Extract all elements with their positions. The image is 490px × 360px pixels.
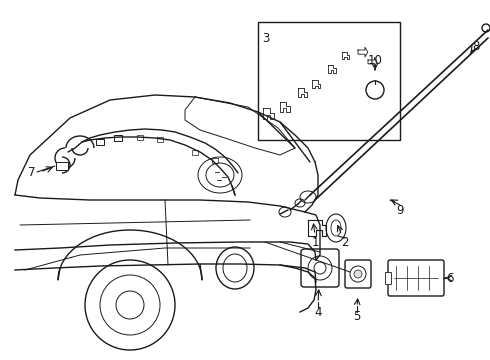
Text: 1: 1 [311, 235, 319, 248]
Text: 2: 2 [341, 235, 349, 248]
Bar [157, 137, 163, 142]
Text: 9: 9 [396, 203, 404, 216]
Circle shape [366, 81, 384, 99]
Text: 7: 7 [27, 166, 35, 179]
FancyBboxPatch shape [388, 260, 444, 296]
Text: 10: 10 [368, 54, 382, 67]
Bar [258, 22, 400, 140]
Bar [96, 139, 104, 145]
FancyBboxPatch shape [301, 249, 339, 287]
Text: 6: 6 [446, 271, 454, 284]
Bar [56, 162, 68, 170]
Bar [114, 135, 122, 141]
Circle shape [482, 24, 490, 32]
Bar [212, 158, 218, 163]
Bar [192, 150, 198, 155]
Text: 4: 4 [314, 306, 322, 319]
Text: 5: 5 [353, 310, 361, 323]
Bar [137, 135, 143, 140]
Circle shape [354, 270, 362, 278]
Text: 3: 3 [262, 31, 270, 45]
Text: 8: 8 [472, 40, 480, 53]
Bar [385, 272, 391, 284]
FancyBboxPatch shape [345, 260, 371, 288]
